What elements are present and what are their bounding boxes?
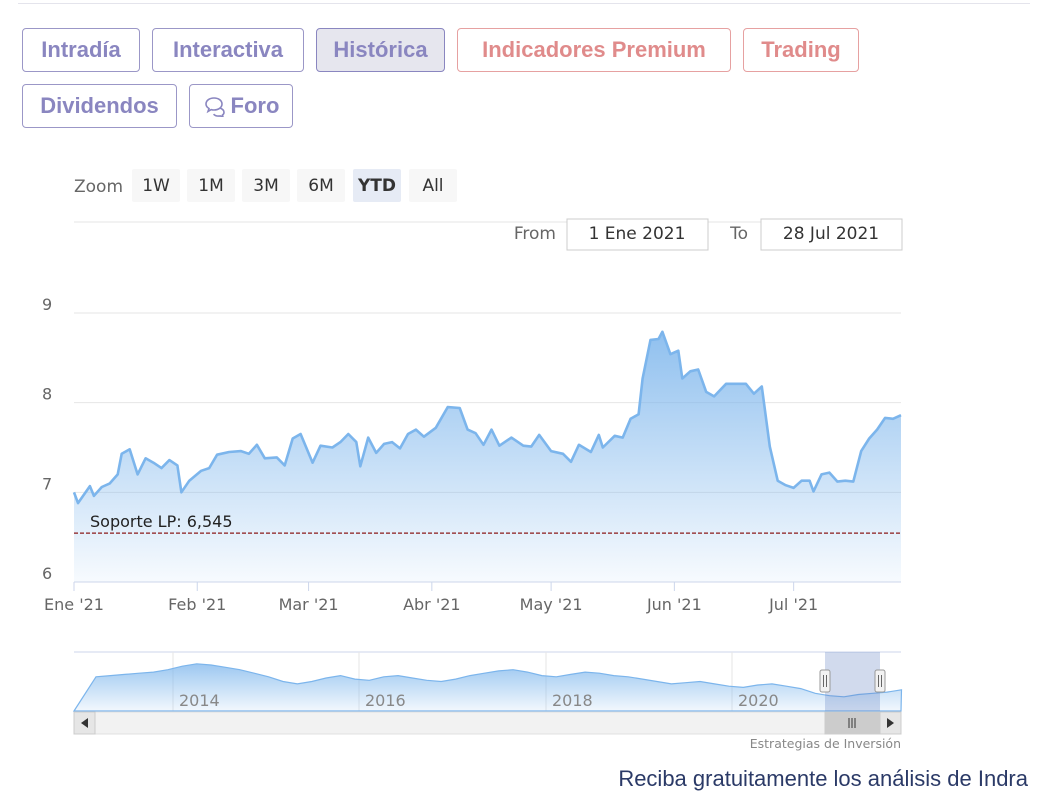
x-tick-label: Ene '21 bbox=[44, 595, 104, 614]
zoom-button-label: All bbox=[422, 176, 443, 196]
tab-label: Trading bbox=[761, 37, 841, 62]
chart-credit[interactable]: Estrategias de Inversión bbox=[750, 736, 901, 751]
zoom-button-label: YTD bbox=[357, 176, 396, 196]
tab-intrad-a[interactable]: Intradía bbox=[22, 28, 140, 72]
y-tick-label: 8 bbox=[42, 385, 52, 404]
to-date-input[interactable] bbox=[760, 218, 903, 251]
x-tick-label: May '21 bbox=[520, 595, 583, 614]
price-area bbox=[74, 331, 901, 582]
navigator-year-label: 2018 bbox=[552, 691, 593, 710]
navigator-handle-right[interactable] bbox=[874, 669, 886, 693]
y-tick-label: 9 bbox=[42, 295, 52, 314]
from-date-input[interactable] bbox=[566, 218, 709, 251]
y-tick-label: 6 bbox=[42, 564, 52, 583]
price-line-series bbox=[72, 330, 902, 505]
y-tick-label: 7 bbox=[42, 474, 52, 493]
navigator-selected-range[interactable] bbox=[825, 652, 880, 711]
navigator-series bbox=[72, 663, 903, 712]
tab-trading[interactable]: Trading bbox=[743, 28, 859, 72]
tab-label: Intradía bbox=[41, 37, 121, 62]
tab-dividendos[interactable]: Dividendos bbox=[22, 84, 177, 128]
zoom-label: Zoom bbox=[74, 177, 123, 197]
zoom-button-1w[interactable] bbox=[132, 169, 180, 202]
x-tick-label: Mar '21 bbox=[279, 595, 339, 614]
tab-label: Indicadores Premium bbox=[482, 37, 706, 62]
chat-bubbles-icon bbox=[204, 97, 225, 117]
zoom-button-label: 1M bbox=[198, 176, 223, 196]
zoom-button-1m[interactable] bbox=[187, 169, 235, 202]
to-label: To bbox=[729, 224, 748, 244]
newsletter-cta-text[interactable]: Reciba gratuitamente los análisis de Ind… bbox=[618, 766, 1028, 791]
to-date-value: 28 Jul 2021 bbox=[783, 224, 879, 244]
tab-label: Dividendos bbox=[40, 93, 159, 118]
scrollbar-track[interactable] bbox=[73, 711, 902, 735]
from-label: From bbox=[514, 224, 556, 244]
zoom-button-3m[interactable] bbox=[242, 169, 290, 202]
support-line-label: Soporte LP: 6,545 bbox=[90, 512, 233, 531]
tab-indicadores-premium[interactable]: Indicadores Premium bbox=[457, 28, 731, 72]
tab-hist-rica[interactable]: Histórica bbox=[316, 28, 445, 72]
zoom-button-label: 1W bbox=[142, 176, 170, 196]
from-date-value: 1 Ene 2021 bbox=[589, 224, 686, 244]
tab-foro[interactable]: Foro bbox=[189, 84, 293, 128]
zoom-button-all[interactable] bbox=[409, 169, 457, 202]
navigator-handle-left[interactable] bbox=[819, 669, 831, 693]
top-divider bbox=[18, 3, 1030, 4]
navigator-year-label: 2020 bbox=[738, 691, 779, 710]
tab-interactiva[interactable]: Interactiva bbox=[152, 28, 304, 72]
price-chart: Zoom 1W 1M 3M 6M YTD All From 1 Ene 2021 To 28 Jul… bbox=[42, 169, 903, 751]
zoom-button-ytd[interactable] bbox=[353, 169, 401, 202]
tab-label: Foro bbox=[230, 93, 280, 118]
x-tick-label: Jun '21 bbox=[646, 595, 702, 614]
x-tick-label: Feb '21 bbox=[168, 595, 226, 614]
zoom-button-label: 3M bbox=[253, 176, 278, 196]
x-tick-label: Jul '21 bbox=[768, 595, 818, 614]
arrow-left-icon bbox=[81, 718, 88, 728]
tab-label: Histórica bbox=[333, 37, 428, 62]
navigator-year-label: 2014 bbox=[179, 691, 220, 710]
zoom-button-label: 6M bbox=[308, 176, 333, 196]
zoom-button-6m[interactable] bbox=[297, 169, 345, 202]
tab-label: Interactiva bbox=[172, 37, 284, 62]
x-tick-label: Abr '21 bbox=[403, 595, 461, 614]
navigator-year-label: 2016 bbox=[365, 691, 406, 710]
arrow-right-icon bbox=[887, 718, 894, 728]
